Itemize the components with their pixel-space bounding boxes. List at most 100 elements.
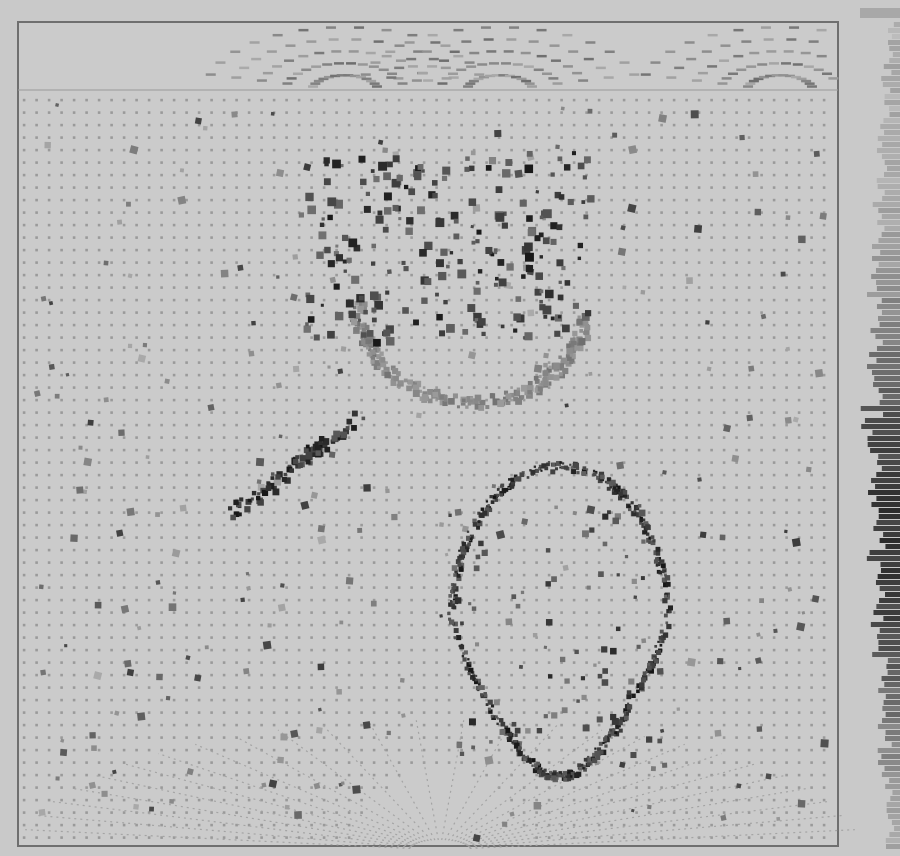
pmt: [185, 411, 188, 414]
pmt: [785, 474, 788, 477]
noise-hit: [561, 106, 565, 110]
pmt: [148, 311, 151, 314]
pmt: [773, 574, 776, 577]
cluster-hit: [403, 266, 408, 271]
pmt: [810, 99, 813, 102]
pmt: [135, 561, 138, 564]
pmt: [560, 811, 563, 814]
pmt: [435, 474, 438, 477]
noise-hit: [563, 565, 569, 571]
pmt: [598, 686, 601, 689]
pmt: [210, 136, 213, 139]
pmt: [385, 261, 388, 264]
pmt: [523, 511, 526, 514]
pmt: [123, 736, 126, 739]
pmt: [698, 374, 701, 377]
pmt: [535, 299, 538, 302]
pmt: [260, 724, 263, 727]
detector-panel: [18, 22, 838, 846]
pmt: [535, 124, 538, 127]
pmt: [185, 211, 188, 214]
cluster-hit: [578, 338, 585, 345]
pmt: [185, 561, 188, 564]
pmt: [535, 136, 538, 139]
top-pmt: [349, 50, 359, 53]
pmt: [623, 274, 626, 277]
pmt: [110, 211, 113, 214]
pmt: [35, 411, 38, 414]
pmt: [110, 186, 113, 189]
pmt: [448, 211, 451, 214]
pmt: [610, 624, 613, 627]
pmt: [698, 549, 701, 552]
pmt: [273, 724, 276, 727]
pmt: [435, 699, 438, 702]
pmt: [810, 674, 813, 677]
ring-hit: [527, 390, 531, 394]
pmt: [460, 711, 463, 714]
pmt: [60, 399, 63, 402]
cluster-hit: [551, 316, 555, 320]
pmt: [123, 474, 126, 477]
pmt: [585, 224, 588, 227]
pmt: [210, 449, 213, 452]
noise-hit: [292, 254, 298, 260]
pmt: [510, 461, 513, 464]
pmt: [610, 324, 613, 327]
pmt: [573, 299, 576, 302]
pmt: [485, 449, 488, 452]
noise-hit: [156, 580, 161, 585]
cluster-hit: [360, 179, 366, 185]
pmt: [410, 424, 413, 427]
noise-hit: [318, 525, 325, 532]
pmt: [423, 649, 426, 652]
pmt: [335, 324, 338, 327]
pmt: [623, 349, 626, 352]
top-pmt: [629, 73, 639, 76]
pmt: [748, 374, 751, 377]
pmt: [48, 386, 51, 389]
pmt: [598, 224, 601, 227]
pmt: [598, 161, 601, 164]
pmt: [110, 224, 113, 227]
pmt: [373, 661, 376, 664]
pmt: [248, 474, 251, 477]
pmt: [823, 486, 826, 489]
pmt: [135, 336, 138, 339]
pmt: [648, 399, 651, 402]
pmt: [585, 674, 588, 677]
pmt: [735, 774, 738, 777]
pmt: [748, 536, 751, 539]
top-pmt: [408, 65, 418, 68]
pmt: [210, 686, 213, 689]
pmt: [335, 811, 338, 814]
noise-hit: [697, 477, 702, 482]
pmt: [60, 161, 63, 164]
pmt: [460, 411, 463, 414]
pmt: [48, 486, 51, 489]
cluster-hit: [505, 159, 512, 166]
pmt: [210, 399, 213, 402]
pmt: [735, 561, 738, 564]
pmt: [135, 536, 138, 539]
pmt: [473, 574, 476, 577]
pmt: [185, 674, 188, 677]
pmt: [360, 411, 363, 414]
pmt: [760, 524, 763, 527]
pmt: [360, 786, 363, 789]
pmt: [798, 649, 801, 652]
pmt: [448, 724, 451, 727]
pmt: [60, 224, 63, 227]
pmt: [710, 174, 713, 177]
pmt: [273, 236, 276, 239]
top-pmt: [578, 79, 588, 82]
pmt: [423, 199, 426, 202]
pmt: [798, 311, 801, 314]
pmt: [698, 824, 701, 827]
pmt: [785, 749, 788, 752]
pmt: [735, 399, 738, 402]
track-hit: [275, 474, 280, 479]
track-hit: [346, 426, 350, 430]
pmt: [135, 299, 138, 302]
pmt: [210, 149, 213, 152]
